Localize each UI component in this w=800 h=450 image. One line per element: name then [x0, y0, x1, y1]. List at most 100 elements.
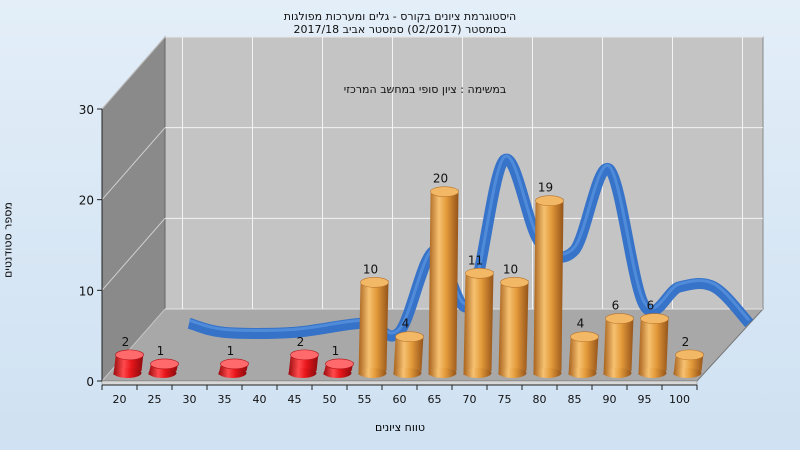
title-line-2: בסמסטר (02/2017) סמסטר אביב 2017/18	[293, 23, 507, 36]
x-tick-label: 70	[463, 393, 477, 406]
bar-base	[568, 368, 597, 378]
bar-base	[323, 368, 352, 378]
bar-value-label: 1	[157, 344, 165, 358]
x-tick-label: 90	[603, 393, 617, 406]
bar-body	[533, 198, 564, 375]
x-axis-label: טווח ציונים	[375, 421, 425, 434]
bar-body	[498, 280, 529, 375]
bar-base	[603, 368, 632, 378]
bar	[148, 358, 179, 378]
bar-value-label: 19	[538, 181, 553, 195]
bar-top	[325, 358, 354, 370]
bar	[673, 349, 704, 378]
bar-value-label: 6	[612, 299, 620, 313]
bar-value-label: 11	[468, 253, 483, 267]
bar	[393, 331, 424, 378]
title-line-1: היסטוגרמת ציונים בקורס - גלים ומערכות מפ…	[283, 10, 517, 23]
bar-top	[430, 186, 459, 197]
bar-body	[393, 334, 424, 375]
y-tick-label: 30	[79, 103, 94, 117]
bar-base	[113, 368, 142, 378]
bar	[603, 313, 634, 378]
bar-value-label: 10	[363, 262, 378, 276]
bar-top	[115, 349, 144, 361]
y-axis-label: מספר סטודנטים	[1, 202, 15, 278]
y-tick-label: 10	[79, 284, 94, 298]
bar	[113, 349, 144, 378]
bar-base	[638, 368, 667, 378]
bar-base	[533, 368, 562, 378]
bar	[323, 358, 354, 378]
bar-base	[428, 368, 457, 378]
bar-value-label: 2	[682, 335, 690, 349]
bar-body	[428, 189, 459, 375]
x-tick-label: 95	[638, 393, 652, 406]
bar	[498, 277, 529, 378]
x-tick-label: 60	[393, 393, 407, 406]
bar	[568, 331, 599, 378]
bar-value-label: 1	[227, 344, 235, 358]
bar-top	[360, 277, 389, 288]
bar-value-label: 4	[577, 317, 585, 331]
bar-base	[358, 368, 387, 378]
bar	[463, 267, 494, 378]
side-gridline	[101, 127, 166, 200]
bar-value-label: 10	[503, 262, 518, 276]
x-tick-label: 75	[498, 393, 512, 406]
bar-top	[395, 331, 424, 343]
x-tick-label: 55	[358, 393, 372, 406]
bar-base	[393, 368, 422, 378]
bar	[288, 349, 319, 378]
x-tick-label: 20	[113, 393, 127, 406]
chart-subtitle: במשימה : ציון סופי במחשב המרכזי	[344, 83, 507, 96]
x-tick-label: 35	[218, 393, 232, 406]
side-gridline	[101, 36, 166, 110]
bar-base	[218, 368, 247, 378]
bar-base	[288, 368, 317, 378]
bar-base	[148, 368, 177, 378]
side-gridline	[101, 308, 166, 382]
floor-edge	[101, 380, 698, 386]
bar	[638, 313, 669, 378]
trend-highlight	[188, 154, 751, 335]
bar-value-label: 1	[332, 344, 340, 358]
x-tick-label: 85	[568, 393, 582, 406]
bar-top	[220, 358, 249, 370]
bar-body	[463, 271, 494, 375]
x-tick-label: 50	[323, 393, 337, 406]
bar-top	[675, 349, 704, 361]
bar-top	[640, 313, 669, 324]
bar-body	[603, 316, 634, 375]
trend-ribbon	[187, 153, 754, 342]
bar-base	[498, 368, 527, 378]
bar-value-label: 20	[433, 172, 448, 186]
bar-top	[500, 277, 529, 288]
bar-value-label: 4	[402, 317, 410, 331]
bar	[428, 186, 459, 378]
bar-top	[150, 358, 179, 370]
bar-value-label: 6	[647, 299, 655, 313]
x-tick-label: 100	[669, 393, 690, 406]
x-tick-label: 65	[428, 393, 442, 406]
bar-top	[535, 195, 564, 207]
bar	[533, 195, 564, 378]
bar-top	[465, 267, 494, 279]
x-tick-label: 25	[148, 393, 162, 406]
y-tick-label: 20	[79, 194, 94, 208]
y-tick-label: 0	[86, 375, 94, 389]
bar-base	[463, 368, 492, 378]
back-wall	[164, 36, 764, 310]
bar-base	[673, 368, 702, 378]
side-gridline	[101, 218, 166, 291]
bar-value-label: 2	[122, 335, 130, 349]
x-tick-label: 30	[183, 393, 197, 406]
bar-top	[570, 331, 599, 343]
bar-top	[605, 313, 634, 324]
x-tick-label: 45	[288, 393, 302, 406]
bar-body	[568, 334, 599, 375]
bar-value-label: 2	[297, 335, 305, 349]
bar	[218, 358, 249, 378]
bar	[358, 277, 389, 378]
bar-top	[290, 349, 319, 361]
